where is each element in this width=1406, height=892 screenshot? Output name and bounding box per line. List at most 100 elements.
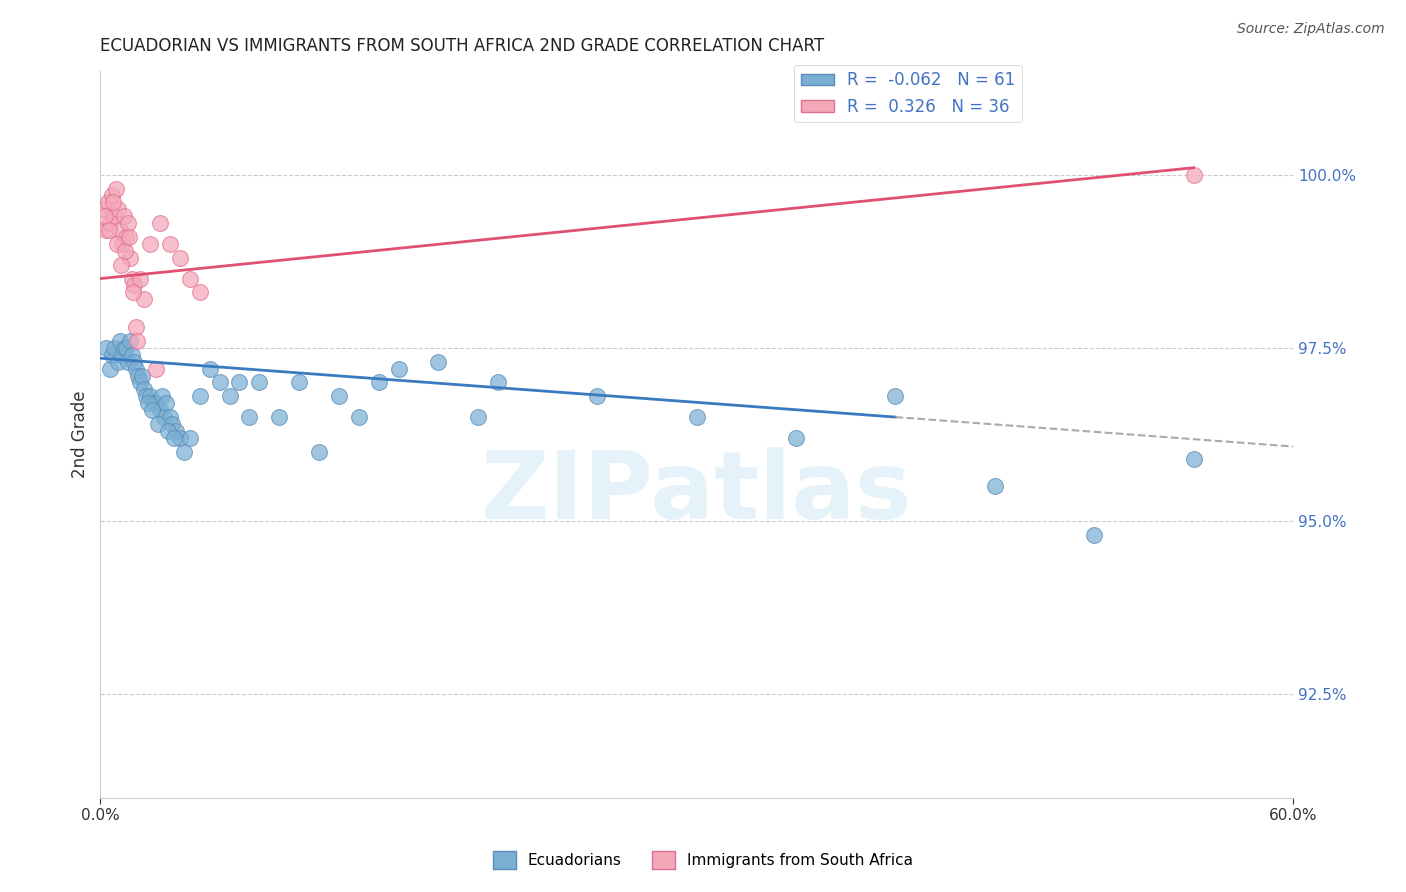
Point <box>347 410 370 425</box>
Point <box>984 479 1007 493</box>
Point <box>121 348 143 362</box>
Point <box>129 376 152 390</box>
Point <box>155 396 177 410</box>
Point <box>115 341 138 355</box>
Point <box>101 348 124 362</box>
Point <box>179 271 201 285</box>
Point <box>188 285 211 300</box>
Text: ECUADORIAN VS IMMIGRANTS FROM SOUTH AFRICA 2ND GRADE CORRELATION CHART: ECUADORIAN VS IMMIGRANTS FROM SOUTH AFRI… <box>100 37 824 55</box>
Text: ZIPatlas: ZIPatlas <box>481 447 912 539</box>
Point <box>308 444 330 458</box>
Point <box>98 216 121 230</box>
Point <box>96 223 118 237</box>
Point <box>115 230 138 244</box>
Point <box>165 424 187 438</box>
Point <box>169 251 191 265</box>
Point <box>122 278 145 293</box>
Point <box>139 389 162 403</box>
Point <box>1182 451 1205 466</box>
Point <box>367 376 389 390</box>
Point <box>586 389 609 403</box>
Point <box>129 271 152 285</box>
Point <box>150 389 173 403</box>
Point <box>208 376 231 390</box>
Point <box>103 341 125 355</box>
Point <box>103 209 125 223</box>
Point <box>139 236 162 251</box>
Point <box>159 410 181 425</box>
Point <box>117 354 139 368</box>
Point <box>107 202 129 217</box>
Point <box>467 410 489 425</box>
Point <box>198 361 221 376</box>
Point <box>94 209 117 223</box>
Point <box>135 389 157 403</box>
Point <box>156 424 179 438</box>
Point <box>101 188 124 202</box>
Point <box>288 376 311 390</box>
Point <box>160 417 183 431</box>
Point <box>169 431 191 445</box>
Point <box>112 341 135 355</box>
Point <box>118 230 141 244</box>
Point <box>125 361 148 376</box>
Point <box>427 354 450 368</box>
Point <box>145 361 167 376</box>
Point <box>269 410 291 425</box>
Point <box>98 223 121 237</box>
Point <box>685 410 707 425</box>
Point <box>132 293 155 307</box>
Point <box>110 334 132 348</box>
Legend: Ecuadorians, Immigrants from South Africa: Ecuadorians, Immigrants from South Afric… <box>486 845 920 875</box>
Point <box>387 361 409 376</box>
Point <box>120 251 142 265</box>
Point <box>105 236 128 251</box>
Point <box>149 216 172 230</box>
Point <box>105 181 128 195</box>
Text: Source: ZipAtlas.com: Source: ZipAtlas.com <box>1237 22 1385 37</box>
Point <box>122 285 145 300</box>
Point <box>153 410 176 425</box>
Point <box>188 389 211 403</box>
Point <box>247 376 270 390</box>
Point <box>114 244 136 258</box>
Point <box>884 389 907 403</box>
Point <box>110 258 132 272</box>
Point <box>163 431 186 445</box>
Point <box>218 389 240 403</box>
Point <box>136 396 159 410</box>
Point <box>179 431 201 445</box>
Point <box>1083 528 1105 542</box>
Point <box>145 396 167 410</box>
Point <box>98 361 121 376</box>
Point <box>228 376 250 390</box>
Point <box>122 354 145 368</box>
Point <box>121 271 143 285</box>
Point <box>149 403 172 417</box>
Point <box>328 389 350 403</box>
Point <box>785 431 807 445</box>
Point <box>111 348 134 362</box>
Point <box>103 195 125 210</box>
Point <box>127 334 149 348</box>
Point <box>146 417 169 431</box>
Point <box>117 216 139 230</box>
Point <box>112 209 135 223</box>
Y-axis label: 2nd Grade: 2nd Grade <box>72 391 89 478</box>
Point <box>159 236 181 251</box>
Point <box>125 320 148 334</box>
Point <box>93 202 115 217</box>
Point <box>127 368 149 383</box>
Point <box>132 383 155 397</box>
Point <box>96 341 118 355</box>
Legend: R =  -0.062   N = 61, R =  0.326   N = 36: R = -0.062 N = 61, R = 0.326 N = 36 <box>794 64 1022 122</box>
Point <box>141 403 163 417</box>
Point <box>1182 168 1205 182</box>
Point <box>110 223 132 237</box>
Point <box>131 368 153 383</box>
Point <box>173 444 195 458</box>
Point <box>97 195 120 210</box>
Point <box>238 410 260 425</box>
Point <box>107 354 129 368</box>
Point <box>111 236 134 251</box>
